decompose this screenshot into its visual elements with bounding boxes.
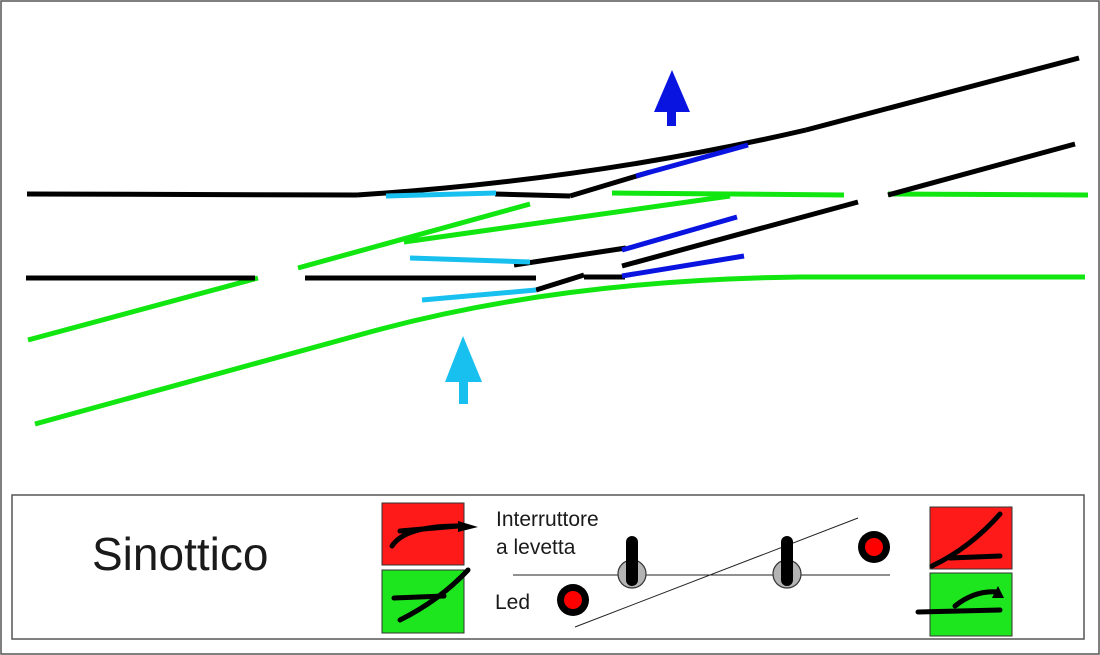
turnout-panel-red bbox=[381, 502, 478, 566]
led-icon bbox=[557, 584, 589, 616]
track-segment-green bbox=[403, 193, 731, 245]
arrow-up-icon bbox=[445, 336, 482, 404]
track-segment-blue bbox=[621, 253, 745, 279]
led-label: Led bbox=[495, 591, 530, 614]
toggle-label-line1: Interruttore bbox=[496, 508, 599, 531]
turnout-icon bbox=[915, 589, 1003, 615]
track-segment bbox=[621, 199, 859, 269]
track-segment-blue bbox=[635, 142, 749, 179]
track-segment bbox=[887, 141, 1076, 198]
led-icon bbox=[858, 531, 890, 563]
black-tracks bbox=[26, 55, 1080, 293]
cyan-route bbox=[385, 190, 537, 303]
track-segment bbox=[805, 55, 1080, 133]
track-segment-green bbox=[34, 274, 1085, 427]
turnout-icon bbox=[992, 586, 1004, 598]
turnout-panel-red bbox=[929, 506, 1013, 570]
toggle-switch-icon bbox=[617, 536, 647, 589]
wiring-line bbox=[574, 517, 859, 628]
track-segment-cyan bbox=[385, 190, 497, 199]
turnout-icon bbox=[389, 523, 461, 549]
turnout-icon bbox=[458, 521, 478, 532]
toggle-label-line2: a levetta bbox=[496, 536, 576, 559]
turnout-diverging-icon bbox=[391, 567, 471, 623]
track-segment-green bbox=[297, 201, 531, 271]
turnout-panel-green bbox=[915, 572, 1013, 637]
track-segment-cyan bbox=[421, 287, 537, 303]
track-segment-cyan bbox=[409, 255, 531, 265]
arrow-up-icon bbox=[654, 70, 690, 126]
track-segment-blue bbox=[621, 214, 738, 253]
turnout-diverging-icon bbox=[929, 511, 1003, 569]
track-segment bbox=[513, 245, 627, 268]
toggle-switch-icon bbox=[772, 536, 802, 589]
legend-box bbox=[11, 494, 1085, 640]
track-layout bbox=[26, 55, 1089, 427]
track-segment-green bbox=[887, 191, 1089, 198]
track-segment bbox=[494, 191, 571, 199]
legend-panel: Sinottico Interruttore a levetta Led bbox=[11, 494, 1085, 640]
track-segment bbox=[535, 272, 585, 293]
track-segment-green bbox=[27, 275, 259, 343]
blue-route bbox=[621, 142, 749, 279]
track-segment bbox=[26, 191, 358, 198]
legend-title: Sinottico bbox=[92, 528, 268, 580]
turnout-panel-green bbox=[381, 567, 471, 634]
green-route bbox=[27, 190, 1089, 427]
track-segment-green bbox=[611, 190, 845, 198]
